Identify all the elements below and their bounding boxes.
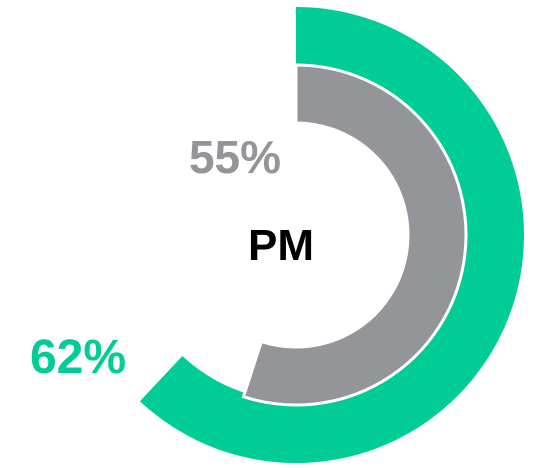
inner-series-value-label: 55% [189, 131, 281, 183]
inner-series-arc [241, 63, 468, 407]
outer-series-value-label: 62% [30, 331, 126, 384]
arc-group [139, 7, 524, 464]
outer-series-arc [139, 7, 524, 464]
center-label: PM [248, 221, 314, 270]
